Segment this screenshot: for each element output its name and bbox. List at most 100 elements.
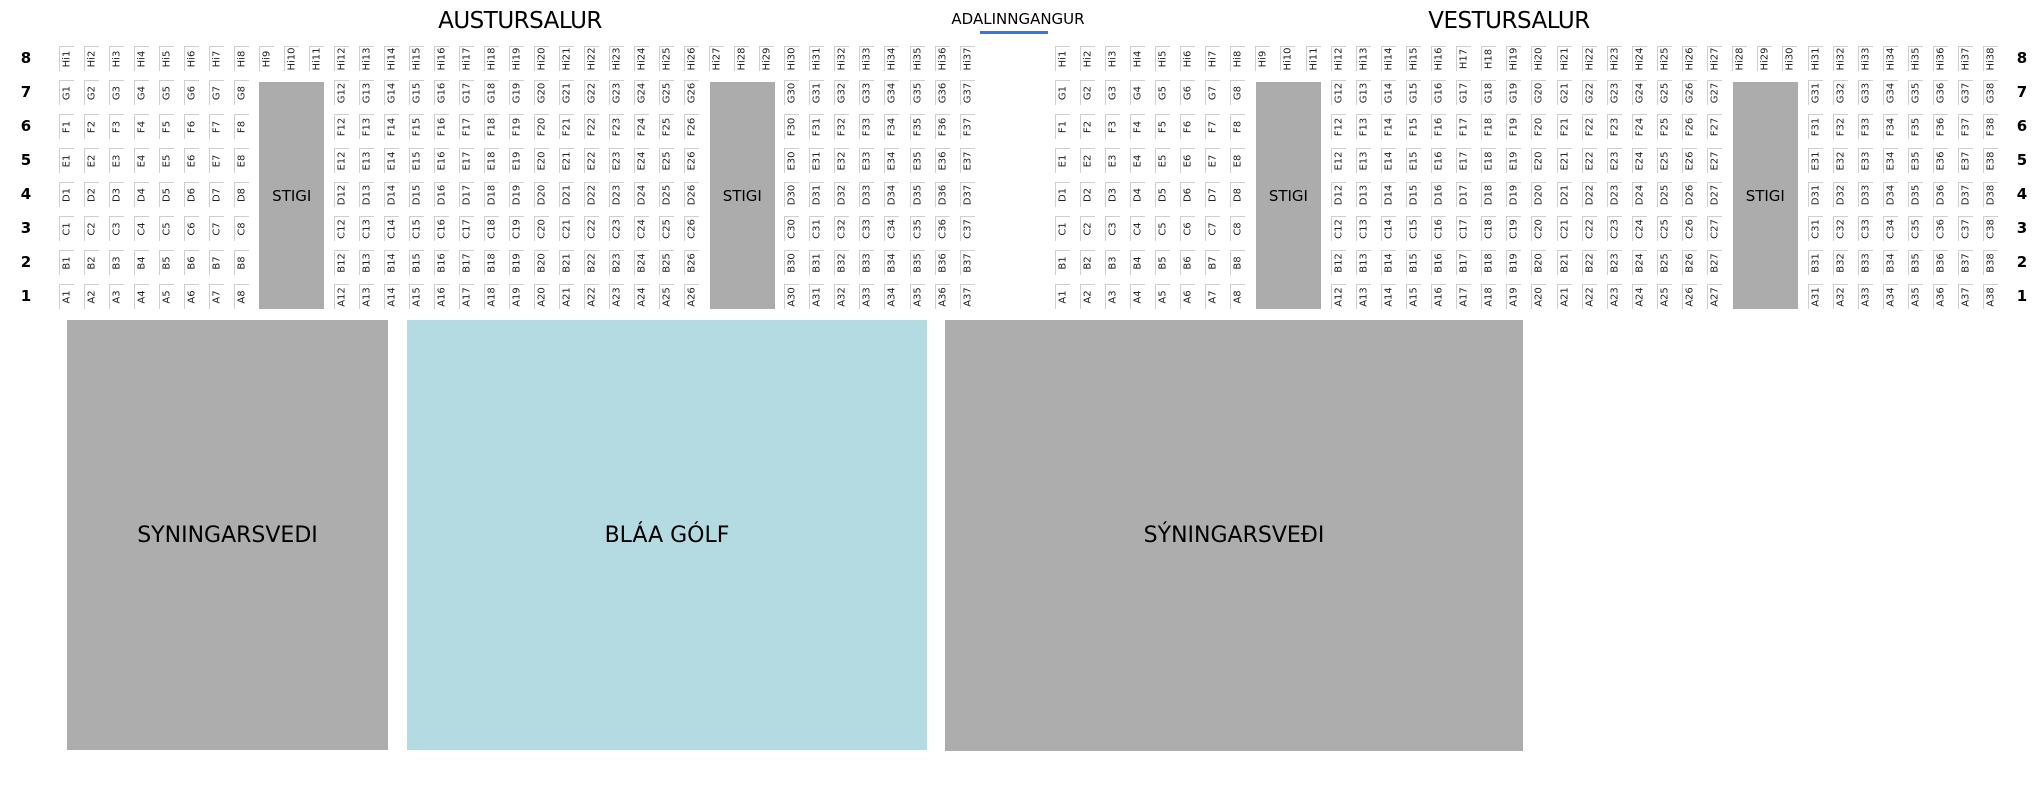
- seat[interactable]: Hi11: [308, 45, 324, 71]
- seat[interactable]: E25: [659, 147, 675, 173]
- seat[interactable]: E20: [1531, 147, 1547, 173]
- seat[interactable]: B36: [1933, 249, 1948, 275]
- seat[interactable]: D31: [1807, 181, 1823, 207]
- seat[interactable]: A2: [1079, 283, 1095, 309]
- seat[interactable]: D23: [609, 181, 625, 207]
- seat[interactable]: Hi4: [1129, 45, 1145, 71]
- seat[interactable]: H18: [1481, 45, 1497, 71]
- seat[interactable]: A18: [1481, 283, 1497, 309]
- seat[interactable]: F8: [1230, 113, 1246, 139]
- seat[interactable]: Hi1: [1054, 45, 1070, 71]
- seat[interactable]: E21: [559, 147, 575, 173]
- seat[interactable]: B8: [233, 249, 249, 275]
- seat[interactable]: D20: [1531, 181, 1547, 207]
- seat[interactable]: F35: [1907, 113, 1923, 139]
- seat[interactable]: B4: [133, 249, 149, 275]
- seat[interactable]: F4: [133, 113, 149, 139]
- seat[interactable]: D8: [1230, 181, 1246, 207]
- seat[interactable]: B14: [1380, 249, 1396, 275]
- seat[interactable]: D17: [458, 181, 474, 207]
- seat[interactable]: E23: [1606, 147, 1622, 173]
- seat[interactable]: B20: [534, 249, 550, 275]
- seat[interactable]: Hi23: [1606, 45, 1622, 71]
- seat[interactable]: E4: [133, 147, 149, 173]
- seat[interactable]: Hi15: [408, 45, 424, 71]
- seat[interactable]: Hi1: [58, 45, 74, 71]
- seat[interactable]: D25: [1656, 181, 1672, 207]
- seat[interactable]: Hi29: [759, 45, 775, 71]
- seat[interactable]: F8: [233, 113, 249, 139]
- seat[interactable]: G21: [559, 79, 575, 105]
- seat[interactable]: D4: [133, 181, 149, 207]
- seat[interactable]: G35: [909, 79, 925, 105]
- seat[interactable]: E26: [684, 147, 700, 173]
- seat[interactable]: C35: [1907, 215, 1923, 241]
- seat[interactable]: E22: [1581, 147, 1597, 173]
- seat[interactable]: B22: [584, 249, 600, 275]
- seat[interactable]: B3: [108, 249, 124, 275]
- seat[interactable]: D32: [1832, 181, 1848, 207]
- seat[interactable]: F3: [1104, 113, 1120, 139]
- seat[interactable]: G38: [1983, 79, 1999, 105]
- seat[interactable]: G16: [433, 79, 449, 105]
- seat[interactable]: D24: [1631, 181, 1647, 207]
- seat[interactable]: E37: [959, 147, 975, 173]
- seat[interactable]: G36: [1933, 79, 1948, 105]
- seat[interactable]: A30: [784, 283, 800, 309]
- seat[interactable]: E6: [1180, 147, 1195, 173]
- seat[interactable]: B24: [1631, 249, 1647, 275]
- seat[interactable]: E20: [534, 147, 550, 173]
- seat[interactable]: G14: [383, 79, 399, 105]
- seat[interactable]: G12: [333, 79, 349, 105]
- seat[interactable]: E35: [909, 147, 925, 173]
- seat[interactable]: A37: [959, 283, 975, 309]
- seat[interactable]: C6: [183, 215, 199, 241]
- seat[interactable]: B7: [1205, 249, 1221, 275]
- seat[interactable]: Hi28: [734, 45, 750, 71]
- seat[interactable]: C5: [158, 215, 174, 241]
- seat[interactable]: F3: [108, 113, 124, 139]
- seat[interactable]: C25: [1656, 215, 1672, 241]
- seat[interactable]: D22: [1581, 181, 1597, 207]
- seat[interactable]: F25: [1656, 113, 1672, 139]
- seat[interactable]: E31: [1807, 147, 1823, 173]
- seat[interactable]: Hi19: [509, 45, 525, 71]
- seat[interactable]: G24: [634, 79, 650, 105]
- seat[interactable]: F22: [584, 113, 600, 139]
- seat[interactable]: C6: [1180, 215, 1195, 241]
- seat[interactable]: B33: [1857, 249, 1873, 275]
- seat[interactable]: A34: [1882, 283, 1898, 309]
- seat[interactable]: C4: [1129, 215, 1145, 241]
- seat[interactable]: B6: [1180, 249, 1195, 275]
- seat[interactable]: A1: [58, 283, 74, 309]
- seat[interactable]: H17: [1456, 45, 1472, 71]
- seat[interactable]: Hi30: [1782, 45, 1798, 71]
- seat[interactable]: E31: [809, 147, 825, 173]
- seat[interactable]: D23: [1606, 181, 1622, 207]
- seat[interactable]: C33: [1857, 215, 1873, 241]
- seat[interactable]: Hi33: [1857, 45, 1873, 71]
- seat[interactable]: A20: [534, 283, 550, 309]
- seat[interactable]: C35: [909, 215, 925, 241]
- seat[interactable]: G12: [1330, 79, 1346, 105]
- seat[interactable]: D3: [1104, 181, 1120, 207]
- seat[interactable]: A12: [333, 283, 349, 309]
- seat[interactable]: E14: [1380, 147, 1396, 173]
- seat[interactable]: F32: [1832, 113, 1848, 139]
- seat[interactable]: D5: [158, 181, 174, 207]
- seat[interactable]: B37: [959, 249, 975, 275]
- seat[interactable]: G30: [784, 79, 800, 105]
- seat[interactable]: F36: [1933, 113, 1948, 139]
- seat[interactable]: B19: [1506, 249, 1522, 275]
- seat[interactable]: G23: [1606, 79, 1622, 105]
- seat[interactable]: B37: [1958, 249, 1974, 275]
- seat[interactable]: F4: [1129, 113, 1145, 139]
- seat[interactable]: Hi4: [133, 45, 149, 71]
- seat[interactable]: C12: [1330, 215, 1346, 241]
- seat[interactable]: B18: [1481, 249, 1497, 275]
- seat[interactable]: A27: [1707, 283, 1723, 309]
- seat[interactable]: B12: [1330, 249, 1346, 275]
- seat[interactable]: G4: [1129, 79, 1145, 105]
- seat[interactable]: C22: [1581, 215, 1597, 241]
- seat[interactable]: Hi15: [1405, 45, 1421, 71]
